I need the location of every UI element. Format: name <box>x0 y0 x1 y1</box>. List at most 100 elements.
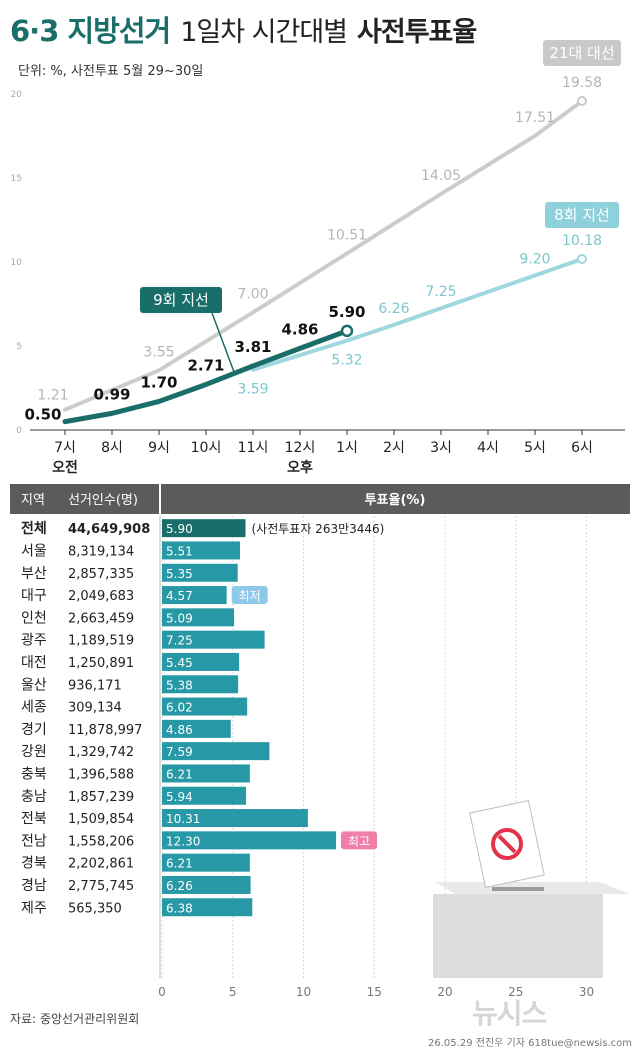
y-tick-label: 5 <box>16 342 22 352</box>
row-voters: 2,049,683 <box>68 589 134 604</box>
row-voters: 2,775,745 <box>68 879 134 894</box>
data-label: 7.25 <box>425 284 456 300</box>
x-period-label: 오전 <box>52 459 78 476</box>
bar-value-label: 6.38 <box>166 901 193 915</box>
legend-box <box>543 40 621 66</box>
x-tick-label: 8시 <box>101 440 123 456</box>
row-voters: 2,663,459 <box>68 611 134 626</box>
y-tick-label: 20 <box>11 90 23 100</box>
ballot-stamp-icon <box>491 828 523 860</box>
bar-value-label: 7.25 <box>166 634 193 648</box>
row-voters: 11,878,997 <box>68 723 142 738</box>
column-header-region: 지역 <box>21 493 45 508</box>
x-tick-label: 10 <box>296 985 311 999</box>
x-tick-label: 12시 <box>285 440 316 456</box>
bar-value-label: 5.35 <box>166 567 193 581</box>
data-label: 10.18 <box>562 233 602 249</box>
row-region: 울산 <box>21 677 47 693</box>
row-voters: 44,649,908 <box>68 522 150 537</box>
bar <box>162 630 265 649</box>
x-tick-label: 20 <box>437 985 452 999</box>
row-region: 전남 <box>21 833 47 849</box>
column-header-voters: 선거인수(명) <box>68 493 138 508</box>
data-label: 5.90 <box>328 303 365 321</box>
row-region: 경남 <box>21 878 47 894</box>
bar-value-label: 5.38 <box>166 678 193 692</box>
bar <box>162 875 251 894</box>
title-bold: 사전투표율 <box>357 17 477 48</box>
row-region: 경북 <box>21 856 47 872</box>
bar <box>162 697 248 716</box>
row-region: 광주 <box>21 633 47 649</box>
bar <box>162 764 250 783</box>
row-region: 강원 <box>21 744 47 760</box>
bar <box>162 742 270 761</box>
data-label: 19.58 <box>562 75 602 91</box>
bar <box>162 809 308 828</box>
data-label: 5.32 <box>331 353 362 369</box>
bar-value-label: 10.31 <box>166 812 200 826</box>
row-voters: 1,189,519 <box>68 634 134 649</box>
badge-bg <box>341 831 378 850</box>
data-label: 10.51 <box>327 227 367 243</box>
x-tick-label: 1시 <box>336 440 358 456</box>
bar <box>162 563 238 582</box>
bar-note: (사전투표자 263만3446) <box>251 522 384 536</box>
data-label: 0.50 <box>24 406 61 424</box>
x-tick-label: 5 <box>229 985 237 999</box>
row-region: 대구 <box>21 588 47 604</box>
data-label: 3.59 <box>237 382 268 398</box>
x-tick-label: 4시 <box>477 440 499 456</box>
bar <box>162 675 239 694</box>
legend-label: 21대 대선 <box>549 44 614 62</box>
bar-value-label: 4.86 <box>166 723 193 737</box>
bar-value-label: 4.57 <box>166 589 193 603</box>
row-region: 서울 <box>21 543 47 559</box>
title-sub: 1일차 시간대별 <box>180 17 348 48</box>
bar-value-label: 5.51 <box>166 544 193 558</box>
x-tick-label: 9시 <box>148 440 170 456</box>
y-tick-label: 10 <box>11 258 23 268</box>
table-header-bg <box>10 484 630 514</box>
unit-label: 단위: %, 사전투표 5월 29~30일 <box>18 64 204 79</box>
bar-value-label: 6.02 <box>166 701 193 715</box>
legend-label: 9회 지선 <box>153 291 209 309</box>
ballot-box-illustration <box>433 800 630 978</box>
x-tick-label: 15 <box>367 985 382 999</box>
bar <box>162 831 337 850</box>
bar <box>162 719 231 738</box>
row-region: 제주 <box>21 900 47 916</box>
series-end-marker <box>577 96 587 107</box>
bar-value-label: 6.21 <box>166 857 193 871</box>
watermark-logo: 뉴시스 <box>472 997 547 1030</box>
row-voters: 1,558,206 <box>68 834 134 849</box>
x-tick-label: 25 <box>508 985 523 999</box>
badge-label: 최고 <box>348 834 370 848</box>
bar <box>162 853 250 872</box>
row-voters: 565,350 <box>68 901 122 916</box>
bar-value-label: 5.45 <box>166 656 193 670</box>
series-line-0 <box>63 99 584 412</box>
data-label: 14.05 <box>421 168 461 184</box>
bar <box>162 586 227 605</box>
bar <box>162 519 246 538</box>
x-period-label: 오후 <box>287 460 313 476</box>
y-tick-label: 0 <box>16 426 22 436</box>
data-label: 0.99 <box>93 385 130 403</box>
x-tick-label: 0 <box>158 985 166 999</box>
row-voters: 1,250,891 <box>68 656 134 671</box>
x-tick-label: 10시 <box>191 440 222 456</box>
bar-value-label: 5.94 <box>166 790 193 804</box>
data-label: 2.71 <box>187 356 224 374</box>
x-tick-label: 7시 <box>54 440 76 456</box>
series-end-marker <box>340 324 354 338</box>
bar-value-label: 5.90 <box>166 522 193 536</box>
bar-value-label: 6.21 <box>166 767 193 781</box>
row-region: 대전 <box>21 655 47 671</box>
row-region: 전체 <box>21 520 47 537</box>
bar-chart: 지역 선거인수(명) 투표율(%) 0 5 10 15 20 25 30 전체 44,649,908 5… <box>10 484 630 999</box>
bar <box>162 652 240 671</box>
data-label: 1.70 <box>140 373 177 391</box>
row-voters: 936,171 <box>68 678 122 693</box>
